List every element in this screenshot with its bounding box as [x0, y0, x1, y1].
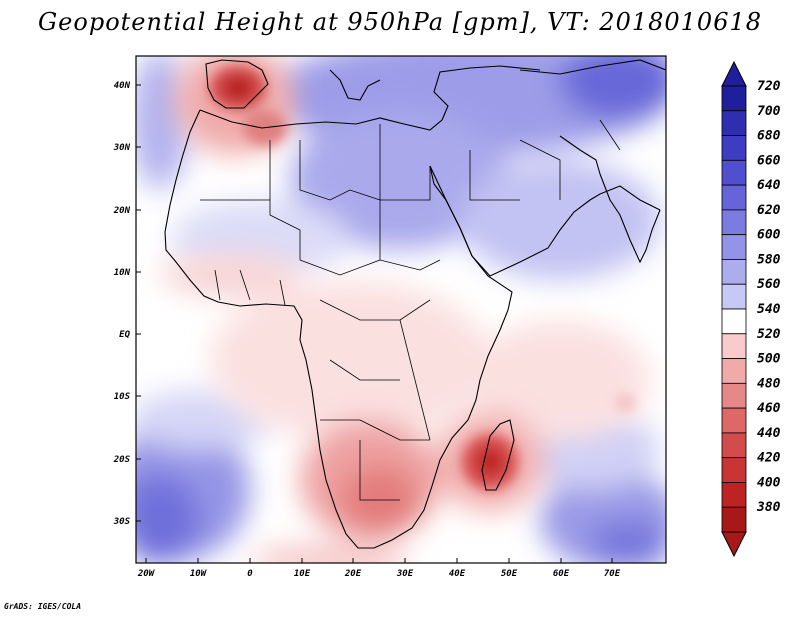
lat-label: 10S: [114, 392, 131, 402]
colorbar-swatch: [721, 85, 747, 112]
lat-label: 40N: [114, 81, 131, 91]
lat-label: EQ: [119, 330, 130, 340]
colorbar-swatch: [721, 184, 747, 211]
colorbar-swatch: [721, 457, 747, 483]
longitude-axis: [145, 558, 613, 563]
grads-credit: GrADS: IGES/COLA: [4, 602, 82, 611]
lon-label: 30E: [396, 569, 414, 579]
lon-label: 50E: [501, 569, 518, 579]
latitude-axis: [136, 84, 141, 522]
height-field: [136, 56, 666, 563]
colorbar-level-label: 440: [757, 426, 781, 441]
colorbar-swatch: [721, 110, 747, 136]
lon-label: 70E: [604, 569, 621, 579]
colorbar-level-label: 540: [757, 302, 781, 317]
lon-label: 40E: [449, 569, 466, 579]
colorbar-level-label: 520: [757, 327, 781, 342]
colorbar-level-label: 560: [757, 277, 781, 292]
colorbar-level-label: 500: [757, 352, 781, 367]
colorbar-swatch: [721, 283, 747, 310]
lat-label: 20N: [113, 206, 131, 216]
colorbar-min-arrow: [721, 531, 747, 558]
colorbar-level-label: 580: [757, 252, 781, 267]
colorbar-level-label: 680: [757, 129, 781, 144]
colorbar-level-label: 600: [757, 228, 781, 243]
colorbar-level-label: 400: [757, 475, 781, 490]
colorbar-max-arrow: [721, 60, 747, 87]
colorbar-level-label: 640: [757, 178, 781, 193]
colorbar-level-label: 720: [757, 79, 781, 94]
colorbar-swatch: [721, 308, 747, 335]
coastlines: [164, 59, 666, 549]
colorbar-level-label: 420: [757, 451, 781, 466]
colorbar: 720 700 680 660 640 620 600 580 560 540 520 500 480 4…: [721, 60, 781, 558]
map-frame: [135, 55, 667, 564]
lat-label: 30N: [113, 143, 131, 153]
colorbar-swatch: [721, 159, 747, 186]
colorbar-swatch: [721, 482, 747, 508]
colorbar-level-label: 460: [757, 401, 781, 416]
page-title: Geopotential Height at 950hPa [gpm], VT:…: [38, 8, 762, 36]
colorbar-swatch: [721, 135, 747, 161]
colorbar-swatch: [721, 407, 747, 434]
lat-label: 10N: [114, 268, 131, 278]
colorbar-level-label: 700: [757, 104, 781, 119]
lon-label: 10E: [294, 569, 311, 579]
colorbar-swatch: [721, 209, 747, 236]
colorbar-swatch: [721, 333, 747, 359]
lon-label: 20E: [344, 569, 362, 579]
colorbar-swatch: [721, 234, 747, 260]
colorbar-swatch: [721, 259, 747, 285]
country-borders: [200, 119, 621, 501]
colorbar-level-label: 620: [757, 203, 781, 218]
colorbar-level-label: 380: [756, 500, 781, 515]
colorbar-swatch: [721, 432, 747, 459]
lat-label: 30S: [113, 517, 131, 527]
colorbar-swatch: [721, 358, 747, 384]
colorbar-swatch: [721, 506, 747, 533]
lon-label: 10W: [190, 569, 208, 579]
lon-label: 20W: [137, 569, 156, 579]
colorbar-level-label: 480: [757, 376, 781, 391]
lat-label: 20S: [113, 455, 131, 465]
lon-label: 0: [247, 569, 253, 579]
lon-label: 60E: [553, 569, 570, 579]
colorbar-level-label: 660: [757, 153, 781, 168]
colorbar-swatch: [721, 382, 747, 409]
